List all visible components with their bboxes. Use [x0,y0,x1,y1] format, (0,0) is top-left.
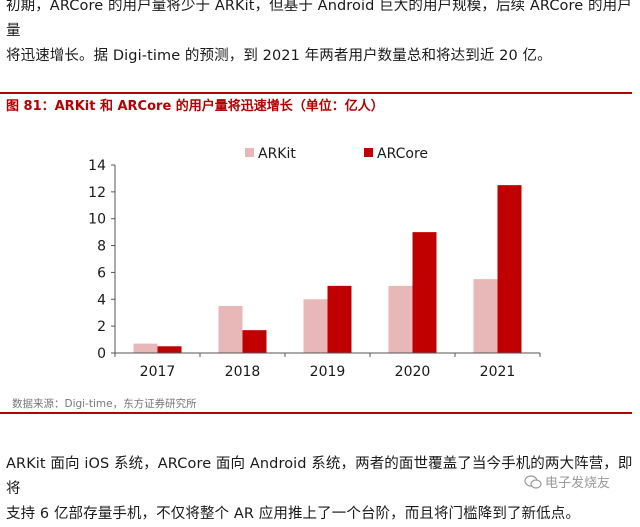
body-line-2: 支持 6 亿部存量手机，不仅将整个 AR 应用推上了一个台阶，而且将门槛降到了新… [6,506,580,522]
wechat-icon [524,474,542,489]
watermark: 电子发烧友 [524,472,610,491]
legend-swatch-arcore [364,148,373,157]
bar-arcore-2021 [497,185,522,353]
chart-legend: ARKit ARCore [245,146,428,162]
bar-arcore-2019 [327,285,352,353]
x-tick-label: 2021 [480,364,516,380]
bar-arkit-2018 [218,306,243,353]
bar-arkit-2017 [133,343,158,353]
y-tick-label: 0 [97,346,106,362]
body-line-1: ARKit 面向 iOS 系统，ARCore 面向 Android 系统，两者的… [6,456,633,497]
chart-bars [133,185,522,353]
x-tick-label: 2020 [395,364,431,380]
y-tick-label: 8 [97,239,106,255]
y-tick-label: 14 [88,158,106,174]
x-tick-label: 2017 [140,364,176,380]
bar-chart: ARKit ARCore 0 2 4 6 8 10 12 14 2017 2018 2019 2020… [88,146,541,380]
figure-title: 图 81：ARKit 和 ARCore 的用户量将迅速增长（单位：亿人） [6,99,384,114]
x-axis: 2017 2018 2019 2020 2021 [114,352,541,380]
y-tick-label: 12 [88,185,106,201]
bar-arkit-2019 [303,299,328,353]
watermark-text: 电子发烧友 [545,476,611,491]
x-tick-label: 2018 [225,364,261,380]
figure-top-rule [0,92,632,94]
bar-arcore-2020 [412,232,437,353]
y-tick-label: 10 [88,212,106,228]
bar-arcore-2018 [242,330,267,353]
legend-swatch-arkit [245,148,254,157]
y-tick-label: 2 [97,319,106,335]
bar-arcore-2017 [157,346,182,353]
y-axis: 0 2 4 6 8 10 12 14 [88,158,116,362]
y-tick-label: 6 [97,265,106,281]
legend-label-arkit: ARKit [258,146,296,162]
bar-arkit-2020 [388,285,413,353]
x-tick-label: 2019 [310,364,346,380]
legend-label-arcore: ARCore [377,146,428,162]
intro-paragraph: 初期，ARCore 的用户量将少于 ARKit，但基于 Android 巨大的用… [6,0,634,69]
y-tick-label: 4 [97,292,106,308]
source-note: 数据来源：Digi-time，东方证券研究所 [12,398,197,410]
figure-bottom-rule [0,412,632,414]
intro-line-1: 初期，ARCore 的用户量将少于 ARKit，但基于 Android 巨大的用… [6,0,632,39]
bar-arkit-2021 [473,279,498,353]
intro-line-2: 将迅速增长。据 Digi-time 的预测，到 2021 年两者用户数量总和将达… [6,48,552,64]
